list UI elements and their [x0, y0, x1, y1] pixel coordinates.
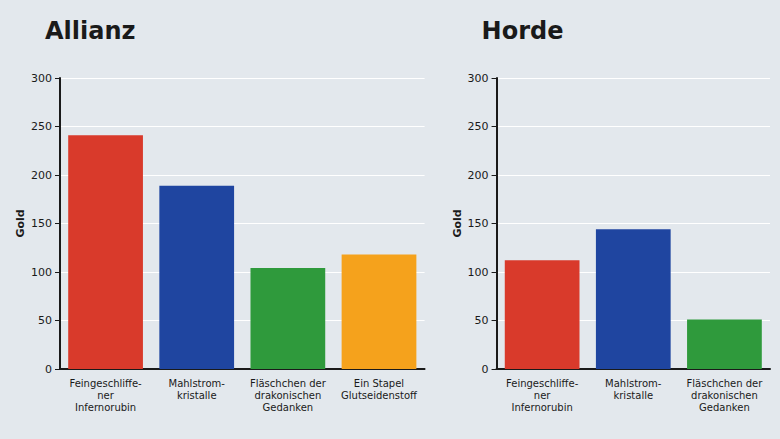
- svg-text:Glutseidenstoff: Glutseidenstoff: [341, 390, 418, 401]
- svg-text:Gedanken: Gedanken: [699, 402, 750, 413]
- svg-text:100: 100: [31, 266, 52, 279]
- svg-text:Gold: Gold: [14, 209, 27, 237]
- svg-text:Gedanken: Gedanken: [263, 402, 314, 413]
- svg-text:kristalle: kristalle: [613, 390, 653, 401]
- svg-text:Horde: Horde: [482, 17, 564, 45]
- svg-text:ner: ner: [97, 390, 114, 401]
- svg-text:200: 200: [31, 169, 52, 182]
- svg-text:Mahlstrom-: Mahlstrom-: [169, 378, 226, 389]
- svg-text:300: 300: [468, 72, 489, 85]
- svg-text:0: 0: [482, 363, 489, 376]
- svg-text:100: 100: [468, 266, 489, 279]
- svg-text:Fläschchen der: Fläschchen der: [687, 378, 764, 389]
- svg-text:Gold: Gold: [451, 209, 464, 237]
- svg-text:Infernorubin: Infernorubin: [75, 402, 136, 413]
- svg-text:50: 50: [38, 314, 52, 327]
- svg-text:Infernorubin: Infernorubin: [512, 402, 573, 413]
- svg-text:Feingeschliffe-: Feingeschliffe-: [69, 378, 142, 389]
- svg-text:250: 250: [31, 120, 52, 133]
- svg-text:kristalle: kristalle: [177, 390, 217, 401]
- svg-text:50: 50: [475, 314, 489, 327]
- svg-text:Feingeschliffe-: Feingeschliffe-: [506, 378, 579, 389]
- svg-text:Mahlstrom-: Mahlstrom-: [605, 378, 662, 389]
- svg-text:Fläschchen der: Fläschchen der: [250, 378, 327, 389]
- svg-text:drakonischen: drakonischen: [254, 390, 321, 401]
- svg-text:150: 150: [31, 217, 52, 230]
- svg-text:200: 200: [468, 169, 489, 182]
- svg-text:0: 0: [45, 363, 52, 376]
- svg-text:ner: ner: [534, 390, 551, 401]
- svg-text:300: 300: [31, 72, 52, 85]
- svg-text:drakonischen: drakonischen: [691, 390, 758, 401]
- svg-text:150: 150: [468, 217, 489, 230]
- svg-text:Ein Stapel: Ein Stapel: [354, 378, 404, 389]
- svg-text:250: 250: [468, 120, 489, 133]
- svg-text:Allianz: Allianz: [45, 17, 136, 45]
